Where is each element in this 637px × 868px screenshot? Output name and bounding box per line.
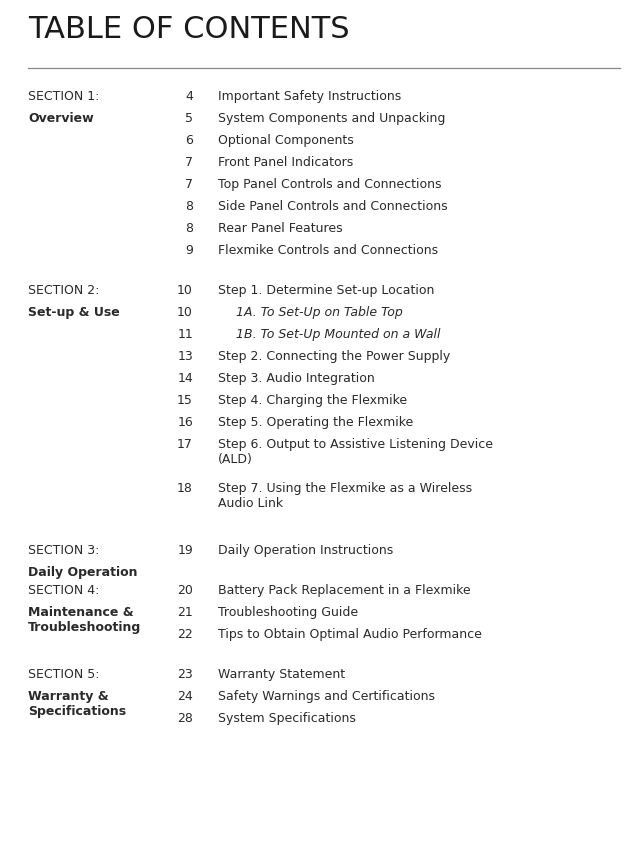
Text: Side Panel Controls and Connections: Side Panel Controls and Connections <box>218 200 448 213</box>
Text: SECTION 2:: SECTION 2: <box>28 284 99 297</box>
Text: Warranty Statement: Warranty Statement <box>218 668 345 681</box>
Text: Step 6. Output to Assistive Listening Device
(ALD): Step 6. Output to Assistive Listening De… <box>218 438 493 466</box>
Text: 24: 24 <box>177 690 193 703</box>
Text: Daily Operation: Daily Operation <box>28 566 138 579</box>
Text: 9: 9 <box>185 244 193 257</box>
Text: Step 1. Determine Set-up Location: Step 1. Determine Set-up Location <box>218 284 434 297</box>
Text: 28: 28 <box>177 712 193 725</box>
Text: Warranty &
Specifications: Warranty & Specifications <box>28 690 126 718</box>
Text: Step 7. Using the Flexmike as a Wireless
Audio Link: Step 7. Using the Flexmike as a Wireless… <box>218 482 472 510</box>
Text: Rear Panel Features: Rear Panel Features <box>218 222 343 235</box>
Text: Tips to Obtain Optimal Audio Performance: Tips to Obtain Optimal Audio Performance <box>218 628 482 641</box>
Text: Optional Components: Optional Components <box>218 134 354 147</box>
Text: Step 2. Connecting the Power Supply: Step 2. Connecting the Power Supply <box>218 350 450 363</box>
Text: 1B. To Set-Up Mounted on a Wall: 1B. To Set-Up Mounted on a Wall <box>236 328 441 341</box>
Text: 10: 10 <box>177 284 193 297</box>
Text: Flexmike Controls and Connections: Flexmike Controls and Connections <box>218 244 438 257</box>
Text: Step 4. Charging the Flexmike: Step 4. Charging the Flexmike <box>218 394 407 407</box>
Text: 8: 8 <box>185 222 193 235</box>
Text: Step 5. Operating the Flexmike: Step 5. Operating the Flexmike <box>218 416 413 429</box>
Text: 8: 8 <box>185 200 193 213</box>
Text: System Components and Unpacking: System Components and Unpacking <box>218 112 445 125</box>
Text: 15: 15 <box>177 394 193 407</box>
Text: 16: 16 <box>177 416 193 429</box>
Text: Troubleshooting Guide: Troubleshooting Guide <box>218 606 358 619</box>
Text: 6: 6 <box>185 134 193 147</box>
Text: 7: 7 <box>185 178 193 191</box>
Text: SECTION 4:: SECTION 4: <box>28 584 99 597</box>
Text: 14: 14 <box>177 372 193 385</box>
Text: Safety Warnings and Certifications: Safety Warnings and Certifications <box>218 690 435 703</box>
Text: 10: 10 <box>177 306 193 319</box>
Text: Set-up & Use: Set-up & Use <box>28 306 120 319</box>
Text: 23: 23 <box>177 668 193 681</box>
Text: Important Safety Instructions: Important Safety Instructions <box>218 90 401 103</box>
Text: SECTION 3:: SECTION 3: <box>28 544 99 557</box>
Text: 7: 7 <box>185 156 193 169</box>
Text: 11: 11 <box>177 328 193 341</box>
Text: Step 3. Audio Integration: Step 3. Audio Integration <box>218 372 375 385</box>
Text: SECTION 1:: SECTION 1: <box>28 90 99 103</box>
Text: Battery Pack Replacement in a Flexmike: Battery Pack Replacement in a Flexmike <box>218 584 471 597</box>
Text: 4: 4 <box>185 90 193 103</box>
Text: Front Panel Indicators: Front Panel Indicators <box>218 156 354 169</box>
Text: 20: 20 <box>177 584 193 597</box>
Text: TABLE OF CONTENTS: TABLE OF CONTENTS <box>28 15 350 44</box>
Text: SECTION 5:: SECTION 5: <box>28 668 99 681</box>
Text: 22: 22 <box>177 628 193 641</box>
Text: System Specifications: System Specifications <box>218 712 356 725</box>
Text: Maintenance &
Troubleshooting: Maintenance & Troubleshooting <box>28 606 141 634</box>
Text: Top Panel Controls and Connections: Top Panel Controls and Connections <box>218 178 441 191</box>
Text: Overview: Overview <box>28 112 94 125</box>
Text: 17: 17 <box>177 438 193 451</box>
Text: 19: 19 <box>177 544 193 557</box>
Text: 21: 21 <box>177 606 193 619</box>
Text: 1A. To Set-Up on Table Top: 1A. To Set-Up on Table Top <box>236 306 403 319</box>
Text: 5: 5 <box>185 112 193 125</box>
Text: 13: 13 <box>177 350 193 363</box>
Text: Daily Operation Instructions: Daily Operation Instructions <box>218 544 393 557</box>
Text: 18: 18 <box>177 482 193 495</box>
